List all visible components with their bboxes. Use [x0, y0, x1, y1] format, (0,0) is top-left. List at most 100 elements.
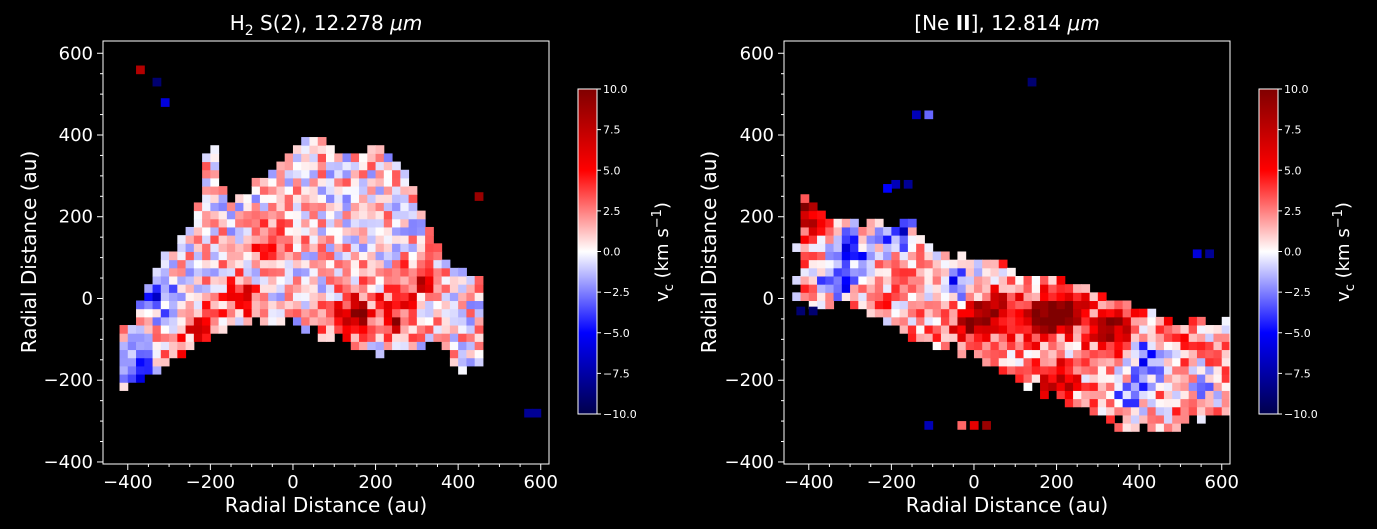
- heatmap-cell: [1064, 292, 1074, 302]
- heatmap-cell: [210, 186, 220, 195]
- heatmap-cell: [841, 235, 851, 244]
- heatmap-cell: [998, 308, 1008, 318]
- heatmap-cell: [800, 194, 810, 203]
- heatmap-cell: [940, 341, 950, 351]
- heatmap-cell: [1139, 308, 1148, 318]
- heatmap-cell: [416, 341, 426, 351]
- heatmap-cell: [210, 226, 220, 236]
- heatmap-cell: [359, 276, 368, 285]
- isolated-pixel: [891, 179, 901, 189]
- heatmap-cell: [858, 226, 868, 236]
- heatmap-cell: [400, 341, 410, 351]
- heatmap-cell: [433, 316, 443, 326]
- colorbar-tick-label: 5.0: [603, 164, 621, 177]
- heatmap-cell: [152, 341, 162, 351]
- heatmap-cell: [850, 218, 859, 228]
- heatmap-cell: [268, 316, 277, 326]
- heatmap-cell: [1040, 390, 1049, 400]
- heatmap-cell: [1106, 406, 1115, 416]
- heatmap-cell: [1073, 292, 1082, 302]
- heatmap-cell: [185, 259, 195, 269]
- heatmap-cell: [1097, 374, 1107, 383]
- heatmap-cell: [1180, 398, 1190, 408]
- heatmap-cell: [1155, 365, 1165, 375]
- heatmap-cell: [334, 325, 344, 334]
- isolated-pixel: [474, 192, 484, 201]
- heatmap-cell: [342, 251, 352, 261]
- heatmap-cell: [466, 276, 476, 285]
- heatmap-cell: [850, 292, 859, 302]
- heatmap-cell: [301, 218, 310, 228]
- heatmap-cell: [1015, 308, 1025, 318]
- heatmap-cell: [276, 186, 286, 195]
- heatmap-cell: [235, 226, 244, 236]
- heatmap-cell: [350, 300, 360, 310]
- x-tick-label: 0: [287, 472, 298, 493]
- heatmap-cell: [185, 333, 195, 342]
- heatmap-cell: [226, 218, 236, 228]
- heatmap-cell: [1213, 382, 1223, 391]
- heatmap-cell: [1089, 365, 1099, 375]
- heatmap-cell: [375, 210, 385, 220]
- heatmap-cell: [924, 267, 934, 277]
- heatmap-cell: [292, 284, 302, 293]
- heatmap-cell: [400, 292, 410, 302]
- heatmap-cell: [1056, 276, 1066, 285]
- heatmap-cell: [177, 349, 187, 359]
- heatmap-cell: [202, 292, 211, 302]
- heatmap-cell: [1139, 398, 1148, 408]
- heatmap-cell: [949, 276, 958, 285]
- heatmap-cell: [350, 202, 360, 212]
- heatmap-cell: [1064, 284, 1074, 293]
- heatmap-cell: [1023, 300, 1033, 310]
- heatmap-cell: [160, 259, 170, 269]
- heatmap-cell: [1196, 333, 1206, 342]
- heatmap-cell: [1180, 382, 1190, 391]
- heatmap-cell: [441, 325, 451, 334]
- heatmap-cell: [119, 357, 129, 367]
- heatmap-cell: [1180, 357, 1190, 367]
- colorbar-tick-label: 0.0: [1284, 246, 1302, 259]
- heatmap-cell: [152, 300, 162, 310]
- heatmap-cell: [268, 235, 277, 244]
- heatmap-cell: [1097, 341, 1107, 351]
- heatmap-cell: [284, 210, 294, 220]
- heatmap-cell: [127, 365, 137, 375]
- heatmap-cell: [375, 300, 385, 310]
- heatmap-cell: [218, 284, 228, 293]
- heatmap-cell: [973, 308, 983, 318]
- heatmap-cell: [292, 316, 302, 326]
- heatmap-cell: [982, 349, 991, 359]
- heatmap-cell: [924, 300, 934, 310]
- heatmap-cell: [965, 284, 975, 293]
- heatmap-cell: [268, 284, 277, 293]
- heatmap-cell: [907, 300, 917, 310]
- heatmap-cell: [924, 292, 934, 302]
- heatmap-cell: [326, 177, 335, 187]
- heatmap-cell: [359, 177, 368, 187]
- heatmap-cell: [1122, 333, 1132, 342]
- heatmap-cell: [825, 284, 835, 293]
- heatmap-cell: [924, 316, 934, 326]
- heatmap-cell: [218, 202, 228, 212]
- heatmap-cell: [982, 341, 991, 351]
- heatmap-cell: [226, 202, 236, 212]
- heatmap-cell: [383, 259, 393, 269]
- heatmap-cell: [425, 259, 434, 269]
- heatmap-cell: [309, 177, 319, 187]
- heatmap-cell: [193, 226, 203, 236]
- heatmap-cell: [334, 161, 344, 171]
- heatmap-cell: [1023, 382, 1033, 391]
- heatmap-cell: [1139, 414, 1148, 424]
- heatmap-cell: [841, 226, 851, 236]
- heatmap-cell: [866, 243, 876, 252]
- heatmap-cell: [1040, 276, 1049, 285]
- heatmap-cell: [309, 300, 319, 310]
- heatmap-cell: [218, 308, 228, 318]
- heatmap-cell: [1007, 333, 1016, 342]
- heatmap-cell: [990, 333, 1000, 342]
- heatmap-cell: [1172, 341, 1181, 351]
- heatmap-cell: [1048, 365, 1058, 375]
- heatmap-cell: [891, 284, 901, 293]
- heatmap-cell: [1188, 382, 1198, 391]
